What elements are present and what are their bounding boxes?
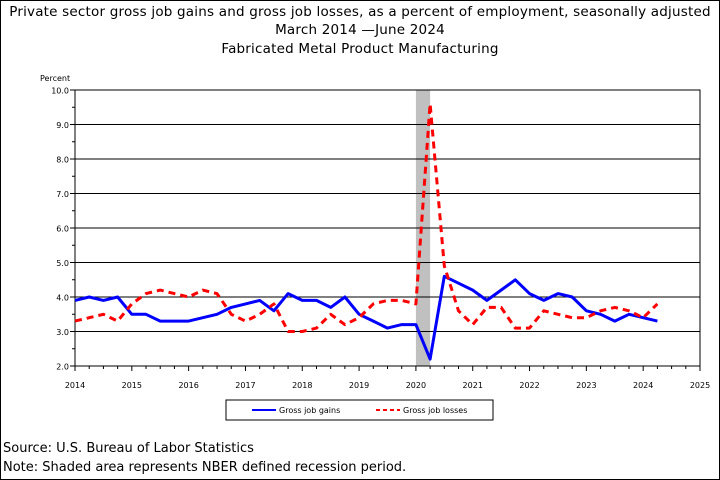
x-tick-label: 2016: [178, 381, 198, 390]
series-line-gross-job-losses: [74, 102, 659, 333]
x-tick-label: 2018: [292, 381, 312, 390]
y-tick-label: 10.0: [51, 87, 69, 96]
recession-note: Note: Shaded area represents NBER define…: [3, 460, 407, 475]
x-tick-label: 2024: [633, 381, 653, 390]
x-tick-label: 2022: [519, 381, 539, 390]
x-tick-label: 2019: [349, 381, 369, 390]
legend-label: Gross job losses: [403, 406, 467, 415]
y-tick-label: 3.0: [56, 328, 69, 337]
x-tick-label: 2017: [235, 381, 255, 390]
x-tick-label: 2015: [122, 381, 142, 390]
y-tick-label: 4.0: [56, 294, 69, 303]
y-axis-label: Percent: [40, 74, 70, 83]
y-tick-label: 2.0: [56, 363, 69, 372]
chart-industry: Fabricated Metal Product Manufacturing: [221, 41, 499, 57]
chart-date-range: March 2014 —June 2024: [275, 22, 445, 38]
legend-box: [225, 399, 494, 421]
x-tick-label: 2021: [463, 381, 483, 390]
legend-label: Gross job gains: [279, 406, 340, 415]
y-tick-label: 5.0: [56, 259, 69, 268]
x-tick-label: 2025: [690, 381, 710, 390]
plot-area-border: [74, 89, 701, 367]
series-line-gross-job-gains: [74, 274, 658, 361]
chart-title: Private sector gross job gains and gross…: [9, 4, 711, 20]
x-tick-label: 2020: [406, 381, 426, 390]
y-tick-label: 8.0: [56, 156, 69, 165]
source-note: Source: U.S. Bureau of Labor Statistics: [3, 441, 254, 456]
x-tick-label: 2014: [65, 381, 85, 390]
y-tick-label: 6.0: [56, 225, 69, 234]
x-tick-label: 2023: [576, 381, 596, 390]
y-tick-label: 9.0: [56, 121, 69, 130]
y-tick-label: 7.0: [56, 190, 69, 199]
